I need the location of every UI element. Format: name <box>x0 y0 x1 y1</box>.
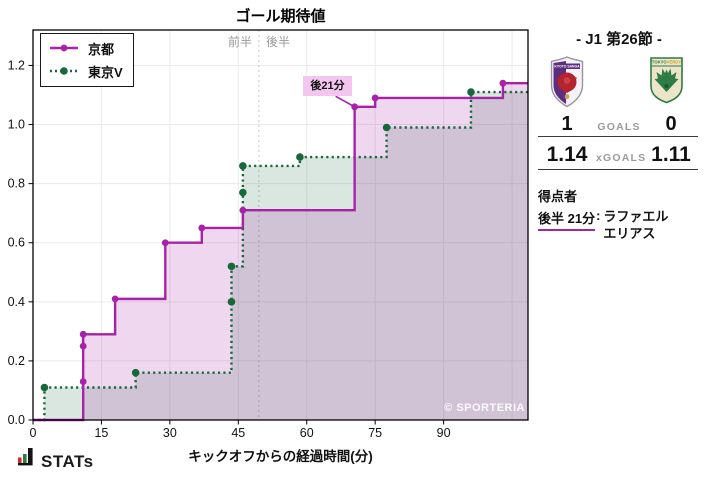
stats-logo: STATs <box>17 447 94 471</box>
legend-item-tokyov: 東京V <box>49 62 123 81</box>
home-goals: 1 <box>561 113 573 135</box>
scorer-name: ラファエル エリアス <box>603 209 669 241</box>
scorer-entry: 後半 21分 : ラファエル エリアス <box>538 208 668 242</box>
svg-text:1.0: 1.0 <box>8 118 25 132</box>
svg-text:KYOTO SANGA: KYOTO SANGA <box>554 65 580 69</box>
home-xgoals: 1.14 <box>546 143 588 166</box>
svg-text:0: 0 <box>30 426 37 440</box>
tokyov-line-sample-icon <box>49 63 79 81</box>
tokyo-verdy-crest-icon: TOKYOVERDY <box>649 56 684 109</box>
legend-label-kyoto: 京都 <box>88 42 115 57</box>
goals-label: GOALS <box>597 121 641 133</box>
away-goals: 0 <box>665 113 677 135</box>
xg-step-chart: 0 15 30 45 60 75 90 0.0 0.2 0.4 0.6 0.8 1.0 1.2 ゴール期待… <box>8 8 529 471</box>
xgoals-row: 1.14 xGOALS 1.11 <box>538 143 700 167</box>
xgoals-label: xGOALS <box>596 152 647 164</box>
svg-text:0.6: 0.6 <box>8 236 25 250</box>
first-half-label: 前半 <box>227 35 252 49</box>
divider <box>538 169 698 170</box>
x-axis-label: キックオフからの経過時間(分) <box>188 449 373 464</box>
scorer-time: 後半 21分 <box>538 208 596 231</box>
scorer-colon: : <box>596 208 601 223</box>
svg-text:90: 90 <box>437 426 451 440</box>
svg-text:0.8: 0.8 <box>8 177 25 191</box>
away-xgoals: 1.11 <box>651 143 691 166</box>
svg-text:75: 75 <box>368 426 382 440</box>
svg-text:0.4: 0.4 <box>8 295 25 309</box>
goals-row: 1 GOALS 0 <box>538 113 700 136</box>
kyoto-crest-icon: KYOTO SANGA <box>549 56 585 113</box>
stats-logo-text: STATs <box>41 452 94 471</box>
match-summary-panel: - J1 第26節 - KYOTO SANGA TOKYOVERDY <box>538 0 703 479</box>
svg-text:45: 45 <box>231 426 245 440</box>
svg-text:TOKYOVERDY: TOKYOVERDY <box>652 60 681 65</box>
legend-item-kyoto: 京都 <box>49 39 123 58</box>
divider <box>538 136 698 137</box>
svg-text:60: 60 <box>300 426 314 440</box>
bar-chart-icon <box>17 447 36 471</box>
svg-text:1.2: 1.2 <box>8 58 25 72</box>
svg-text:15: 15 <box>94 426 108 440</box>
second-half-label: 後半 <box>266 35 291 49</box>
goal-time-annotation: 後21分 <box>303 76 352 96</box>
chart-title: ゴール期待値 <box>235 8 326 25</box>
scorers-heading: 得点者 <box>538 189 578 204</box>
svg-text:30: 30 <box>163 426 177 440</box>
kyoto-line-sample-icon <box>49 40 79 58</box>
svg-text:0.0: 0.0 <box>8 413 25 427</box>
legend-label-tokyov: 東京V <box>88 65 123 80</box>
match-heading: - J1 第26節 - <box>576 31 662 48</box>
sporteria-watermark: © SPORTERIA <box>444 402 525 414</box>
chart-legend: 京都 東京V <box>40 33 134 87</box>
svg-text:0.2: 0.2 <box>8 354 25 368</box>
